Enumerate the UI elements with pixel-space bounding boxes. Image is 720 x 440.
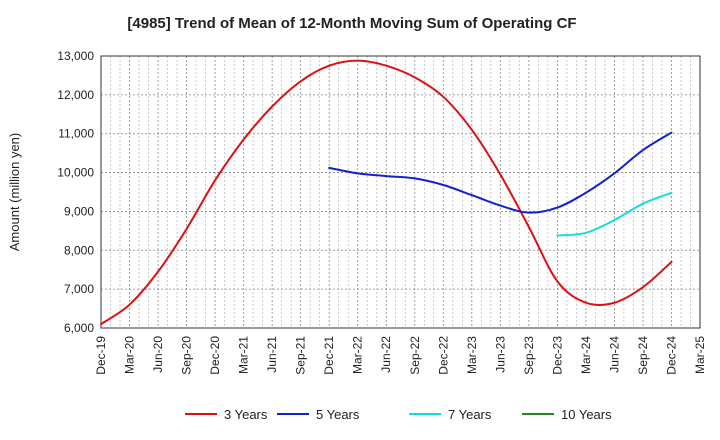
x-tick-label: Jun-23: [493, 336, 507, 373]
y-tick-label: 6,000: [64, 321, 94, 335]
y-tick-label: 12,000: [57, 88, 94, 102]
chart-title: [4985] Trend of Mean of 12-Month Moving …: [127, 15, 576, 32]
x-tick-label: Sep-22: [408, 336, 422, 375]
x-tick-label: Dec-22: [436, 336, 450, 375]
x-tick-label: Dec-19: [94, 336, 108, 375]
axis-layer: 6,000 7,000 8,000 9,000 10,000 11,000 12,000 13…: [57, 49, 707, 375]
x-tick-label: Sep-23: [522, 336, 536, 375]
legend-label-10-years: 10 Years: [561, 407, 612, 422]
x-tick-label: Mar-24: [579, 336, 593, 374]
y-tick-label: 9,000: [64, 204, 94, 218]
legend-label-3-years: 3 Years: [224, 407, 268, 422]
grid-layer: [100, 55, 701, 329]
x-tick-label: Dec-23: [550, 336, 564, 375]
y-tick-label: 13,000: [57, 49, 94, 63]
legend: 3 Years 5 Years 7 Years 10 Years: [185, 407, 612, 422]
x-tick-label: Jun-20: [151, 336, 165, 373]
series-layer: [100, 59, 673, 326]
x-tick-label: Jun-21: [265, 336, 279, 373]
x-tick-label: Sep-21: [294, 336, 308, 375]
plot-frame: [100, 55, 701, 329]
y-tick-label: 7,000: [64, 282, 94, 296]
x-tick-label: Jun-22: [379, 336, 393, 373]
y-tick-label: 11,000: [58, 127, 94, 141]
x-tick-label: Dec-20: [208, 336, 222, 375]
x-tick-label: Jun-24: [607, 336, 621, 373]
x-tick-label: Mar-25: [693, 336, 707, 374]
x-tick-label: Mar-23: [465, 336, 479, 374]
y-tick-label: 10,000: [57, 166, 94, 180]
legend-label-7-years: 7 Years: [448, 407, 492, 422]
x-tick-label: Dec-21: [322, 336, 336, 375]
x-tick-label: Mar-21: [237, 336, 251, 374]
x-tick-label: Dec-24: [664, 336, 678, 375]
legend-label-5-years: 5 Years: [316, 407, 360, 422]
y-axis-label: Amount (million yen): [7, 133, 22, 252]
y-tick-label: 8,000: [64, 243, 94, 257]
plot-area: [101, 56, 700, 328]
series-line-5-years: [328, 131, 673, 214]
series-line-3-years: [100, 59, 673, 326]
series-line-7-years: [556, 191, 673, 237]
x-tick-label: Sep-24: [636, 336, 650, 375]
x-tick-label: Mar-22: [351, 336, 365, 374]
x-tick-label: Mar-20: [123, 336, 137, 374]
x-tick-label: Sep-20: [180, 336, 194, 375]
